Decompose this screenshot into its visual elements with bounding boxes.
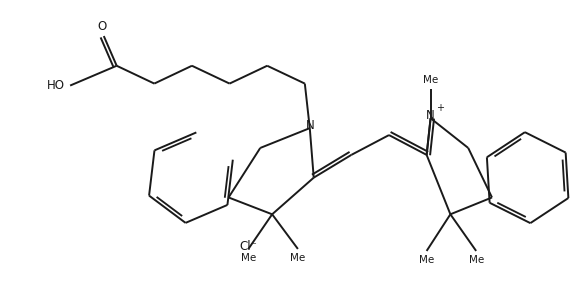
Text: Me: Me <box>241 253 256 263</box>
Text: HO: HO <box>47 79 65 92</box>
Text: Cl⁻: Cl⁻ <box>239 241 257 253</box>
Text: N: N <box>426 109 435 122</box>
Text: Me: Me <box>468 255 484 265</box>
Text: N: N <box>305 119 314 132</box>
Text: O: O <box>97 20 106 33</box>
Text: +: + <box>436 103 444 113</box>
Text: Me: Me <box>419 255 435 265</box>
Text: Me: Me <box>423 75 438 85</box>
Text: Me: Me <box>290 253 305 263</box>
